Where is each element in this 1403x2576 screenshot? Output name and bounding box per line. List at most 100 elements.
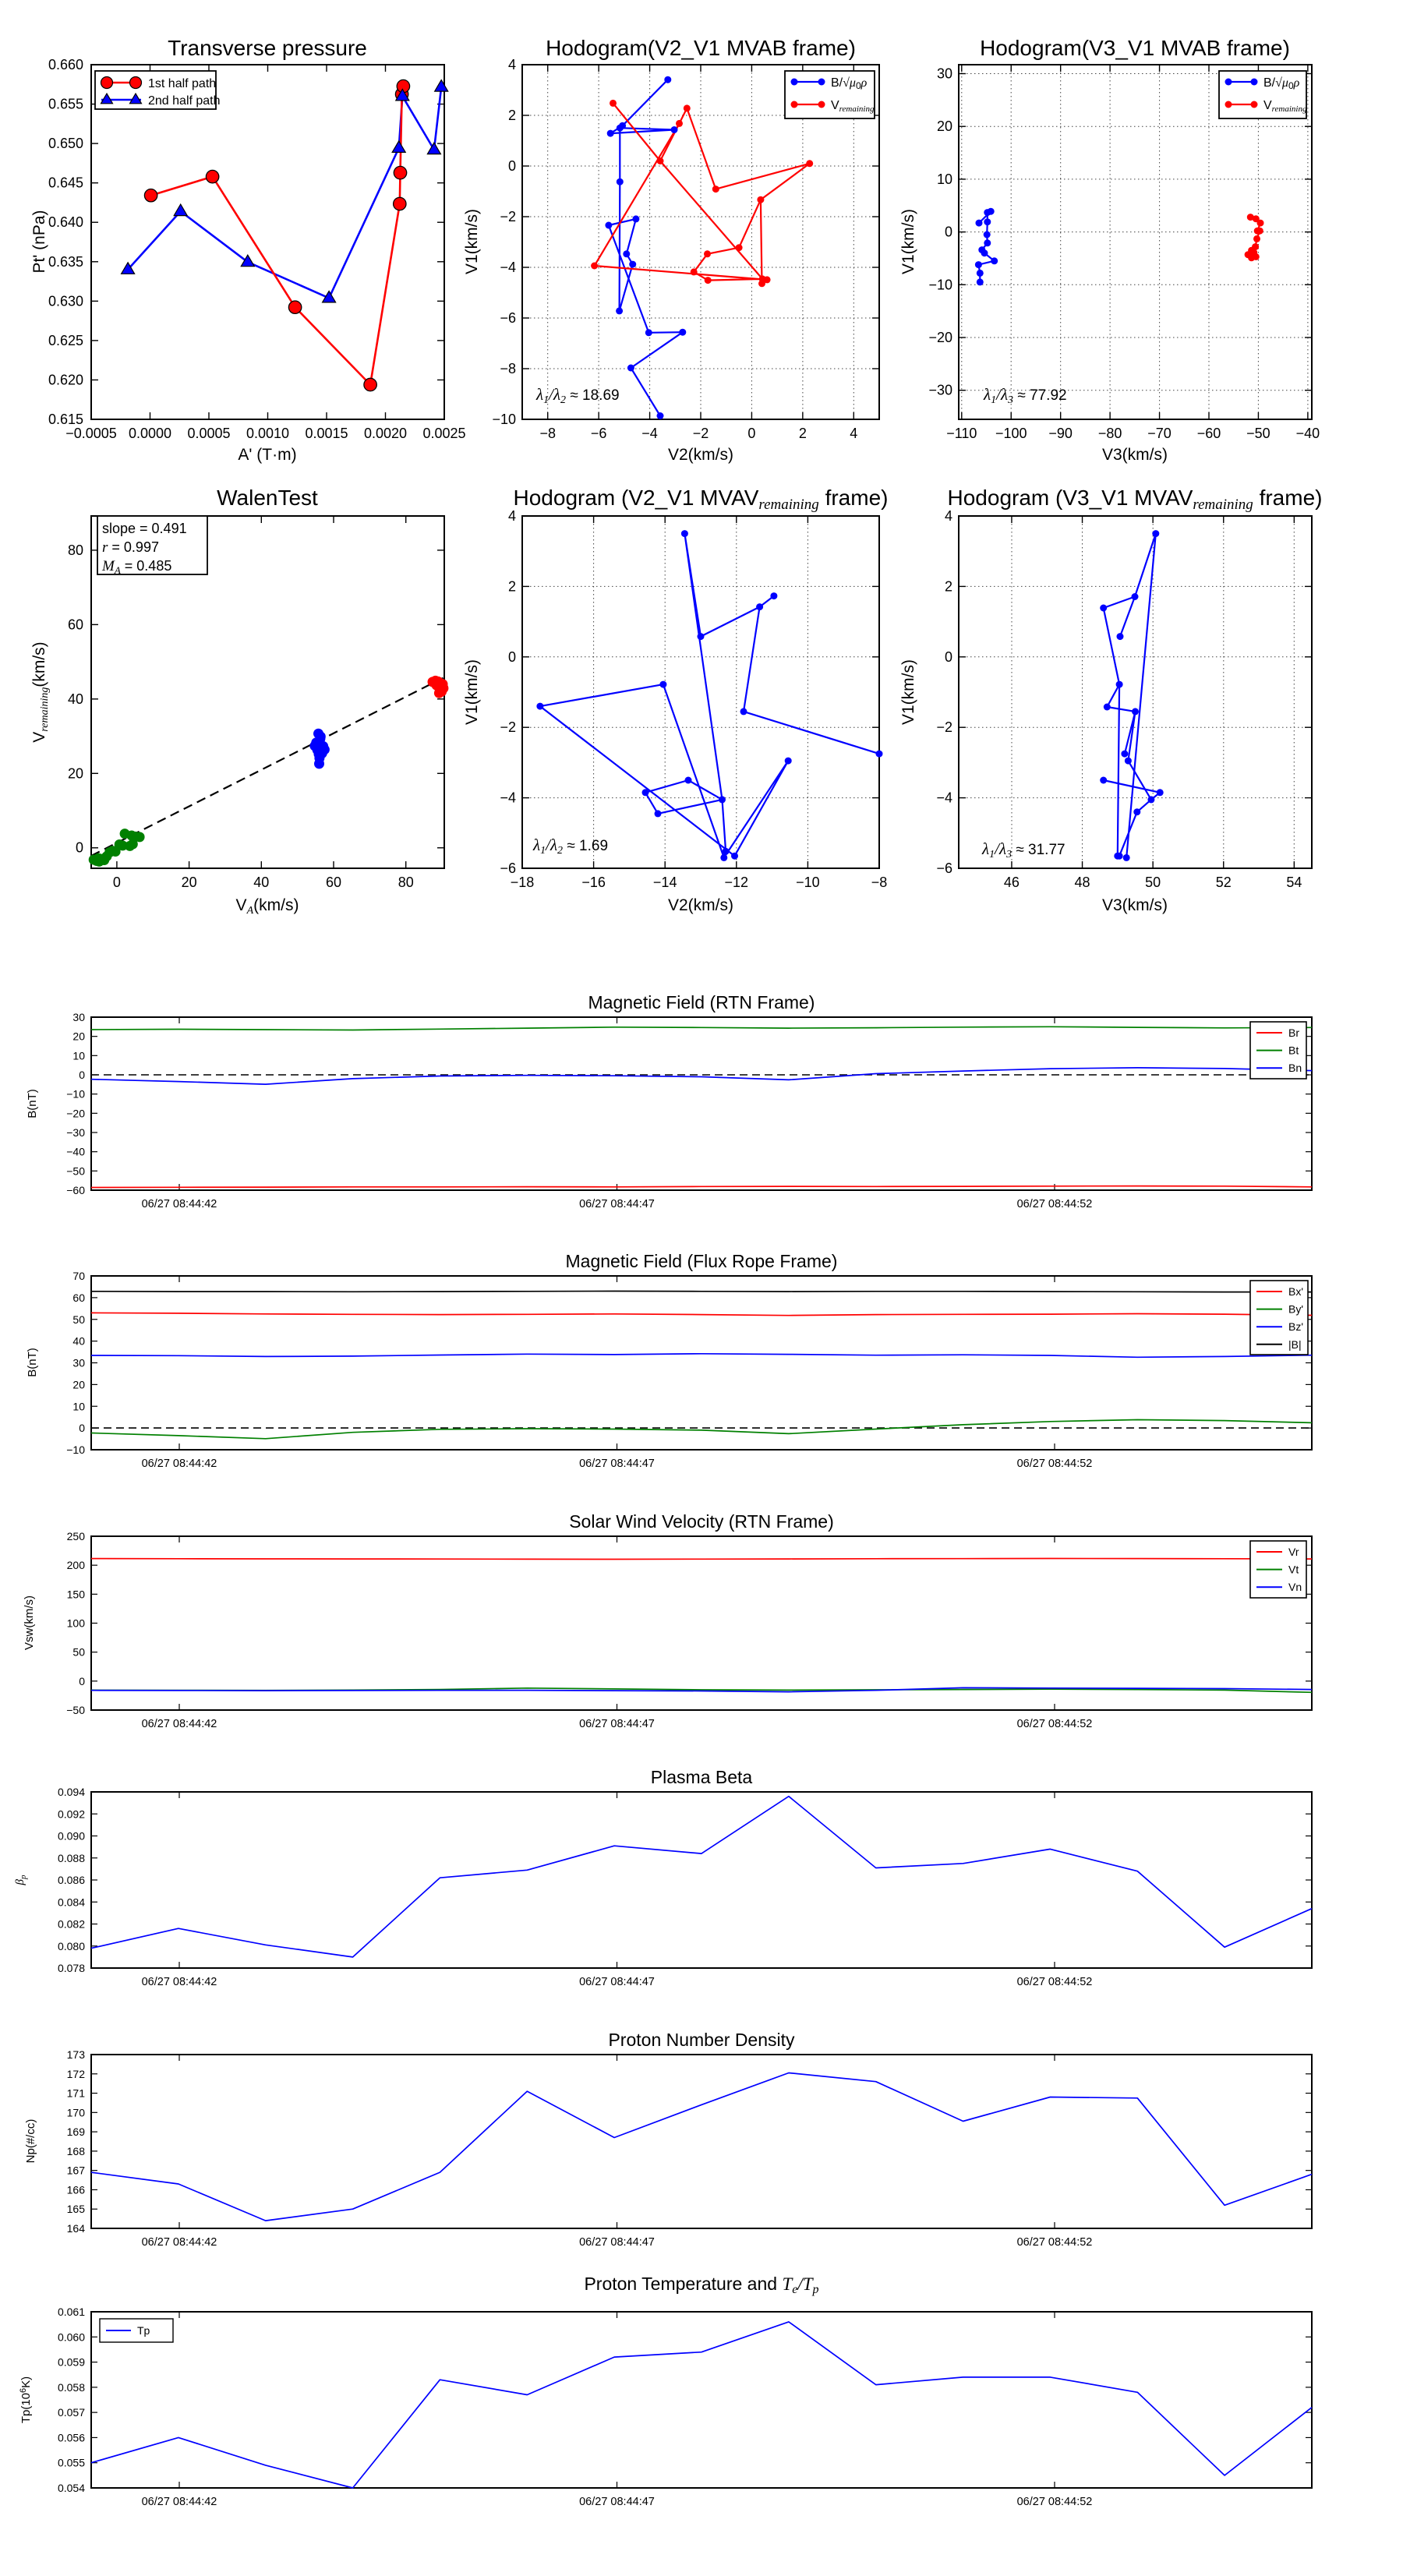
svg-text:0.057: 0.057 bbox=[58, 2406, 85, 2419]
svg-text:Vn: Vn bbox=[1288, 1581, 1302, 1593]
svg-text:−2: −2 bbox=[693, 426, 709, 441]
svg-text:167: 167 bbox=[67, 2164, 86, 2177]
svg-text:0.625: 0.625 bbox=[48, 333, 83, 348]
svg-text:B/√μ0ρ: B/√μ0ρ bbox=[1263, 76, 1300, 91]
svg-text:0.056: 0.056 bbox=[58, 2431, 85, 2443]
svg-text:06/27 08:44:42: 06/27 08:44:42 bbox=[142, 1198, 217, 1210]
svg-text:0.088: 0.088 bbox=[58, 1852, 85, 1864]
svg-text:V2(km/s): V2(km/s) bbox=[668, 446, 733, 464]
svg-text:Vt: Vt bbox=[1288, 1564, 1299, 1576]
svg-text:V1(km/s): V1(km/s) bbox=[463, 209, 481, 274]
svg-text:−80: −80 bbox=[1098, 426, 1122, 441]
svg-text:172: 172 bbox=[67, 2068, 86, 2080]
svg-text:0: 0 bbox=[79, 1069, 85, 1081]
svg-text:−6: −6 bbox=[936, 860, 952, 876]
svg-text:0.055: 0.055 bbox=[58, 2457, 85, 2469]
svg-text:−50: −50 bbox=[66, 1164, 85, 1177]
svg-text:50: 50 bbox=[72, 1646, 85, 1659]
svg-text:V1(km/s): V1(km/s) bbox=[899, 659, 917, 725]
svg-text:V1(km/s): V1(km/s) bbox=[899, 209, 917, 274]
svg-text:200: 200 bbox=[67, 1559, 86, 1571]
svg-text:0: 0 bbox=[508, 649, 516, 665]
svg-text:−10: −10 bbox=[66, 1088, 85, 1101]
svg-text:0.059: 0.059 bbox=[58, 2356, 85, 2369]
svg-text:Hodogram (V2_V1 MVAVremaining: Hodogram (V2_V1 MVAVremaining frame) bbox=[514, 486, 889, 513]
svg-text:−30: −30 bbox=[928, 383, 952, 398]
svg-text:0.082: 0.082 bbox=[58, 1918, 85, 1931]
svg-text:06/27 08:44:47: 06/27 08:44:47 bbox=[579, 1458, 655, 1470]
svg-text:Plasma Beta: Plasma Beta bbox=[651, 1767, 753, 1787]
svg-text:40: 40 bbox=[72, 1335, 85, 1348]
svg-text:VA(km/s): VA(km/s) bbox=[236, 896, 299, 917]
svg-text:4: 4 bbox=[850, 426, 857, 441]
svg-text:2: 2 bbox=[508, 578, 516, 594]
svg-text:171: 171 bbox=[67, 2087, 86, 2100]
svg-text:Tp(106K): Tp(106K) bbox=[19, 2376, 33, 2423]
svg-text:−6: −6 bbox=[500, 310, 516, 326]
svg-text:V3(km/s): V3(km/s) bbox=[1102, 896, 1168, 914]
svg-text:0.084: 0.084 bbox=[58, 1896, 85, 1908]
svg-text:−4: −4 bbox=[500, 260, 516, 275]
svg-text:λ1/λ3 ≈ 77.92: λ1/λ3 ≈ 77.92 bbox=[983, 385, 1067, 406]
svg-text:0.090: 0.090 bbox=[58, 1830, 85, 1843]
svg-text:30: 30 bbox=[937, 66, 952, 82]
svg-text:06/27 08:44:52: 06/27 08:44:52 bbox=[1017, 1198, 1093, 1210]
svg-text:06/27 08:44:47: 06/27 08:44:47 bbox=[579, 1976, 655, 1988]
svg-text:Vremaining(km/s): Vremaining(km/s) bbox=[30, 641, 51, 742]
svg-text:0.060: 0.060 bbox=[58, 2330, 85, 2343]
svg-text:−110: −110 bbox=[946, 426, 977, 441]
svg-text:0: 0 bbox=[113, 875, 121, 890]
svg-text:−10: −10 bbox=[492, 412, 516, 427]
svg-text:30: 30 bbox=[72, 1357, 85, 1369]
svg-text:0.058: 0.058 bbox=[58, 2381, 85, 2394]
svg-text:170: 170 bbox=[67, 2106, 86, 2118]
svg-text:MA = 0.485: MA = 0.485 bbox=[101, 558, 171, 576]
svg-text:2: 2 bbox=[945, 578, 952, 594]
svg-text:−20: −20 bbox=[66, 1107, 85, 1119]
svg-text:52: 52 bbox=[1216, 875, 1232, 890]
svg-text:Magnetic Field (Flux Rope Fram: Magnetic Field (Flux Rope Frame) bbox=[566, 1251, 838, 1271]
svg-text:0.645: 0.645 bbox=[48, 175, 83, 191]
svg-text:−0.0005: −0.0005 bbox=[65, 426, 117, 441]
svg-text:−40: −40 bbox=[1296, 426, 1320, 441]
svg-text:−70: −70 bbox=[1147, 426, 1172, 441]
svg-text:06/27 08:44:47: 06/27 08:44:47 bbox=[579, 2496, 655, 2508]
svg-text:−10: −10 bbox=[796, 875, 820, 890]
svg-text:−10: −10 bbox=[66, 1443, 85, 1456]
svg-text:06/27 08:44:52: 06/27 08:44:52 bbox=[1017, 2496, 1093, 2508]
svg-text:0.640: 0.640 bbox=[48, 214, 83, 230]
svg-text:2nd half path: 2nd half path bbox=[148, 94, 221, 108]
svg-text:slope = 0.491: slope = 0.491 bbox=[102, 521, 187, 536]
svg-text:0.620: 0.620 bbox=[48, 372, 83, 387]
svg-text:2: 2 bbox=[799, 426, 807, 441]
svg-text:λ1/λ2 ≈ 18.69: λ1/λ2 ≈ 18.69 bbox=[535, 385, 620, 406]
svg-text:−4: −4 bbox=[936, 790, 952, 806]
svg-text:WalenTest: WalenTest bbox=[217, 486, 318, 510]
svg-text:Bx': Bx' bbox=[1288, 1285, 1303, 1298]
svg-text:4: 4 bbox=[508, 508, 516, 524]
svg-text:06/27 08:44:47: 06/27 08:44:47 bbox=[579, 1718, 655, 1730]
svg-text:0.092: 0.092 bbox=[58, 1807, 85, 1820]
svg-text:06/27 08:44:42: 06/27 08:44:42 bbox=[142, 1976, 217, 1988]
svg-text:r = 0.997: r = 0.997 bbox=[102, 539, 159, 556]
svg-text:0.086: 0.086 bbox=[58, 1874, 85, 1886]
svg-text:173: 173 bbox=[67, 2048, 86, 2061]
svg-text:Solar Wind Velocity (RTN Frame: Solar Wind Velocity (RTN Frame) bbox=[569, 1511, 834, 1532]
svg-text:A' (T·m): A' (T·m) bbox=[238, 446, 296, 464]
svg-text:06/27 08:44:52: 06/27 08:44:52 bbox=[1017, 1458, 1093, 1470]
svg-text:150: 150 bbox=[67, 1588, 86, 1600]
svg-text:0: 0 bbox=[79, 1675, 85, 1687]
svg-text:−60: −60 bbox=[66, 1184, 85, 1196]
svg-text:Np(#/cc): Np(#/cc) bbox=[24, 2119, 37, 2164]
svg-text:0: 0 bbox=[747, 426, 755, 441]
svg-text:50: 50 bbox=[72, 1313, 85, 1326]
svg-text:0.0010: 0.0010 bbox=[246, 426, 289, 441]
svg-text:−4: −4 bbox=[641, 426, 658, 441]
svg-text:−6: −6 bbox=[500, 860, 516, 876]
svg-text:Hodogram(V2_V1 MVAB frame): Hodogram(V2_V1 MVAB frame) bbox=[546, 36, 856, 60]
svg-text:30: 30 bbox=[72, 1011, 85, 1023]
svg-text:06/27 08:44:42: 06/27 08:44:42 bbox=[142, 1718, 217, 1730]
svg-text:1st half path: 1st half path bbox=[148, 77, 216, 90]
svg-text:60: 60 bbox=[326, 875, 341, 890]
svg-text:0: 0 bbox=[945, 649, 952, 665]
